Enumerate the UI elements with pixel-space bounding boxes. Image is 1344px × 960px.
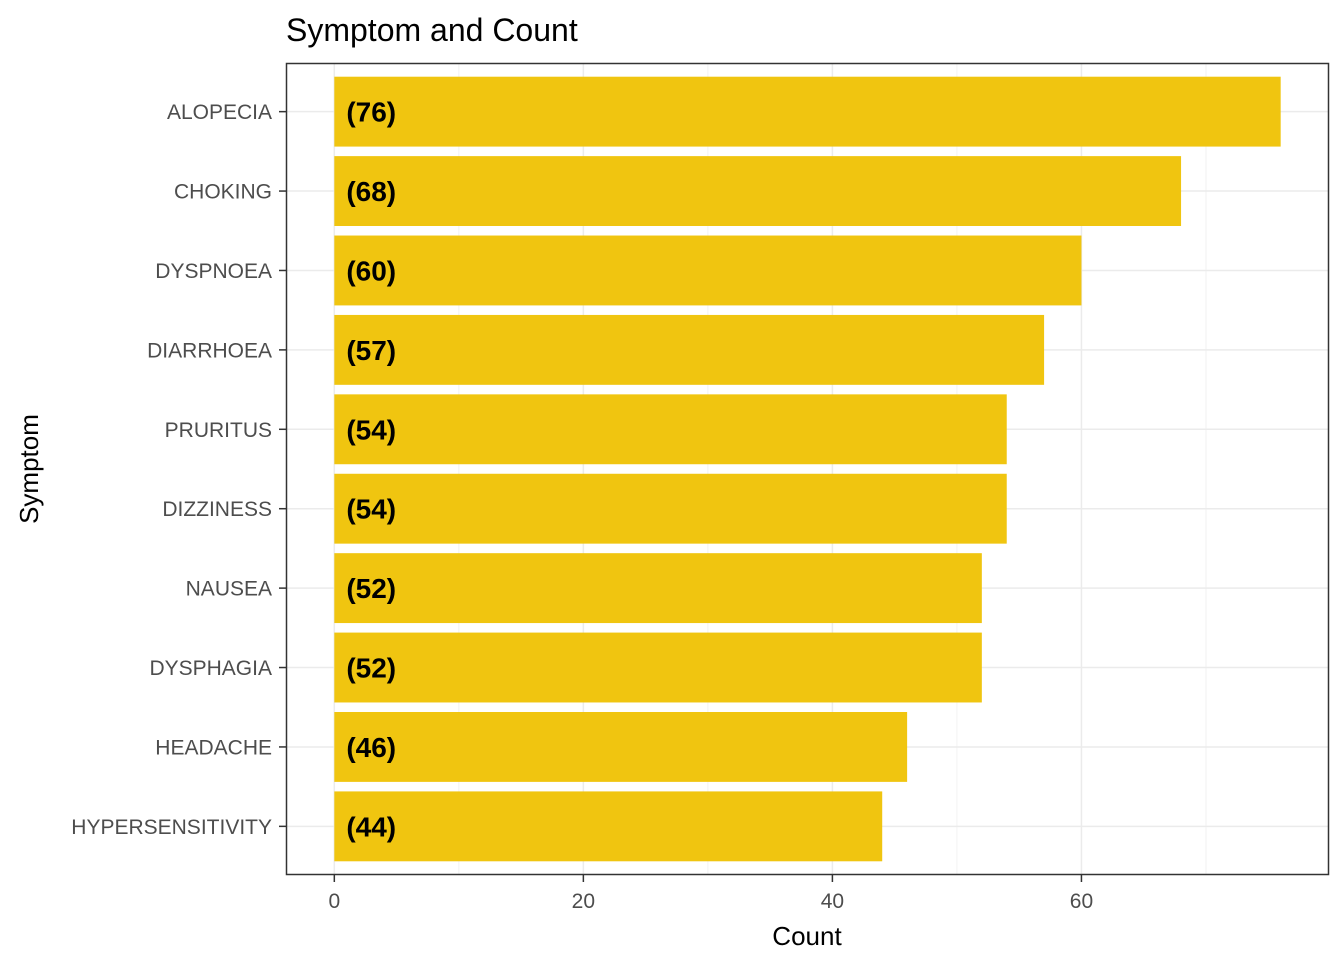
- y-tick-label: CHOKING: [174, 181, 272, 204]
- bar-data-label: (68): [346, 176, 396, 207]
- y-tick-label: PRURITUS: [165, 419, 272, 442]
- plot-border: [285, 62, 1330, 876]
- y-tick-label: NAUSEA: [186, 578, 272, 601]
- bar-data-label: (76): [346, 97, 396, 128]
- y-tick-label: HYPERSENSITIVITY: [71, 816, 272, 839]
- y-tick-label: HEADACHE: [155, 736, 272, 759]
- bar-data-label: (57): [346, 335, 396, 366]
- y-axis-title: Symptom: [14, 414, 44, 524]
- y-tick-label: DIZZINESS: [162, 498, 272, 521]
- bar: [334, 553, 982, 624]
- bar: [334, 632, 982, 703]
- bar: [334, 76, 1281, 147]
- bar-data-label: (52): [346, 573, 396, 604]
- chart-title: Symptom and Count: [286, 12, 578, 48]
- bar-data-label: (44): [346, 811, 396, 842]
- bar: [334, 394, 1007, 465]
- x-tick-label: 20: [572, 890, 595, 913]
- bar-data-label: (54): [346, 414, 396, 445]
- x-tick-label: 0: [328, 890, 340, 913]
- y-tick-label: DYSPNOEA: [155, 260, 272, 283]
- y-tick-label: ALOPECIA: [167, 101, 272, 124]
- y-tick-label: DYSPHAGIA: [149, 657, 272, 680]
- bar: [334, 156, 1182, 226]
- bars: (76) (68) (60) (57) (54) (54) (52) (52) (46) (44): [334, 76, 1281, 862]
- bar: [334, 712, 908, 782]
- bar: [334, 791, 883, 862]
- bar-data-label: (46): [346, 732, 396, 763]
- bar: [334, 473, 1007, 544]
- x-tick-label: 60: [1070, 890, 1093, 913]
- bar: [334, 235, 1082, 306]
- bar: [334, 314, 1045, 385]
- y-axis: ALOPECIA CHOKING DYSPNOEA DIARRHOEA PRURITUS…: [71, 101, 287, 839]
- x-axis: 0 20 40 60: [328, 874, 1093, 913]
- y-tick-label: DIARRHOEA: [147, 339, 272, 362]
- bar-data-label: (52): [346, 653, 396, 684]
- bar-data-label: (60): [346, 255, 396, 286]
- x-tick-label: 40: [821, 890, 844, 913]
- bar-data-label: (54): [346, 494, 396, 525]
- x-axis-title: Count: [772, 921, 842, 951]
